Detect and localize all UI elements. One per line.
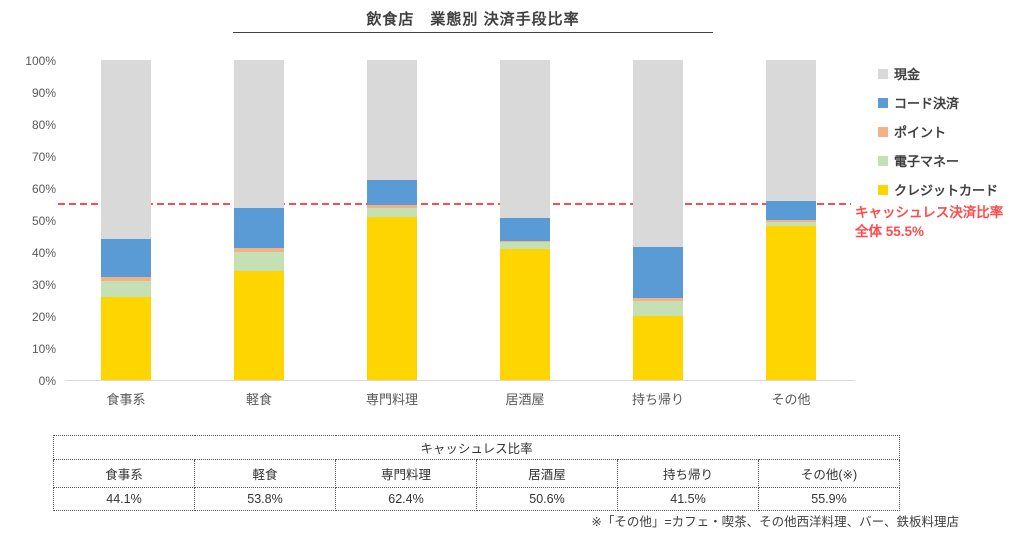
bar-segment (633, 60, 683, 248)
y-tick-label: 90% (31, 86, 56, 100)
legend-item: クレジットカード (878, 183, 999, 198)
y-tick-label: 80% (31, 118, 56, 132)
table-header-row: 食事系 軽食 専門料理 居酒屋 持ち帰り その他(※) (53, 459, 900, 488)
stacked-bar (766, 60, 816, 380)
bar-segment (367, 207, 417, 217)
bar-segment (766, 60, 816, 202)
legend-label: 現金 (894, 67, 921, 82)
legend-item: ポイント (878, 125, 998, 140)
x-category-label: 軽食 (245, 392, 273, 407)
y-tick-label: 60% (31, 182, 56, 196)
reference-annotation: キャッシュレス決済比率 全体 55.5% (855, 203, 1021, 241)
plot-area (58, 60, 855, 381)
bar-segment (101, 238, 151, 278)
bar-segment (633, 298, 683, 301)
stacked-bar (500, 60, 550, 380)
table-value-cell: 55.9% (758, 487, 900, 511)
x-category-label: 居酒屋 (505, 392, 545, 407)
legend-item: コード決済 (878, 96, 998, 111)
y-axis: 100% 90% 80% 70% 60% 50% 40% 30% 20% 10% 0% (0, 54, 56, 388)
y-tick-label: 40% (31, 246, 56, 260)
bar-segment (234, 60, 284, 208)
stacked-bar (101, 60, 151, 380)
legend-item: 電子マネー (878, 154, 998, 169)
legend-label: コード決済 (894, 96, 960, 111)
y-tick-label: 100% (25, 54, 56, 68)
bar-segment (633, 316, 683, 380)
legend-color-swatch (878, 126, 888, 137)
table-header-cell: 持ち帰り (617, 459, 759, 488)
bar-segment (500, 218, 550, 241)
stacked-bar (234, 60, 284, 380)
y-tick-label: 10% (31, 342, 56, 356)
y-tick-label: 50% (31, 214, 56, 228)
table-header-cell: 軽食 (194, 459, 336, 488)
bar-segment (101, 277, 151, 281)
table-header-cell: 居酒屋 (476, 459, 618, 488)
cashless-ratio-table: キャッシュレス比率 食事系 軽食 専門料理 居酒屋 持ち帰り その他(※) 44.1% 53… (53, 435, 900, 511)
table-value-row: 44.1% 53.8% 62.4% 50.6% 41.5% 55.9% (53, 487, 900, 511)
y-tick-label: 20% (31, 310, 56, 324)
title-underline (233, 32, 713, 33)
cashless-reference-line (58, 203, 851, 205)
bar-segment (500, 240, 550, 243)
x-axis: 食事系 軽食 専門料理 居酒屋 持ち帰り その他 (65, 389, 855, 411)
bar-segment (500, 60, 550, 219)
bar-segment (234, 247, 284, 253)
table-value-cell: 44.1% (53, 487, 195, 511)
bar-segment (633, 247, 683, 299)
x-category-label: その他 (771, 392, 811, 407)
bar-segment (101, 296, 151, 380)
y-tick-label: 70% (31, 150, 56, 164)
bar-segment (766, 220, 816, 222)
reference-annotation-line1: キャッシュレス決済比率 (855, 205, 1004, 220)
bar-segment (500, 248, 550, 380)
bar-segment (766, 226, 816, 380)
bar-segment (101, 280, 151, 297)
bar-segment (234, 271, 284, 380)
y-tick-label: 30% (31, 278, 56, 292)
table-header-cell: 専門料理 (335, 459, 477, 488)
bar-segment (500, 242, 550, 249)
y-tick-label: 0% (38, 374, 56, 388)
legend: 現金コード決済ポイント電子マネークレジットカード (878, 67, 998, 212)
legend-label: クレジットカード (894, 183, 999, 198)
bar-segment (633, 300, 683, 316)
chart-title: 飲食店 業態別 決済手段比率 (366, 11, 580, 28)
table-value-cell: 62.4% (335, 487, 477, 511)
legend-item: 現金 (878, 67, 998, 82)
x-category-label: 専門料理 (365, 392, 419, 407)
legend-label: 電子マネー (894, 154, 960, 169)
x-category-label: 持ち帰り (631, 392, 685, 407)
table-header-cell: 食事系 (53, 459, 195, 488)
table-title: キャッシュレス比率 (53, 435, 900, 460)
bar-segment (766, 221, 816, 227)
stacked-bar (633, 60, 683, 380)
bar-segment (367, 204, 417, 208)
bar-segment (101, 60, 151, 239)
bar-segment (367, 60, 417, 181)
table-value-cell: 50.6% (476, 487, 618, 511)
table-value-cell: 41.5% (617, 487, 759, 511)
x-category-label: 食事系 (106, 392, 146, 407)
table-value-cell: 53.8% (194, 487, 336, 511)
legend-color-swatch (878, 97, 888, 108)
legend-color-swatch (878, 68, 888, 79)
stacked-bar (367, 60, 417, 380)
bar-segment (766, 201, 816, 221)
legend-color-swatch (878, 184, 888, 195)
legend-label: ポイント (894, 125, 947, 140)
reference-annotation-line2: 全体 55.5% (855, 224, 925, 239)
bar-segment (367, 216, 417, 380)
legend-color-swatch (878, 155, 888, 166)
table-header-cell: その他(※) (758, 459, 900, 488)
bar-segment (367, 180, 417, 205)
footnote: ※「その他」=カフェ・喫茶、その他西洋料理、バー、鉄板料理店 (591, 515, 959, 529)
bar-segment (234, 252, 284, 272)
bar-segment (234, 207, 284, 248)
